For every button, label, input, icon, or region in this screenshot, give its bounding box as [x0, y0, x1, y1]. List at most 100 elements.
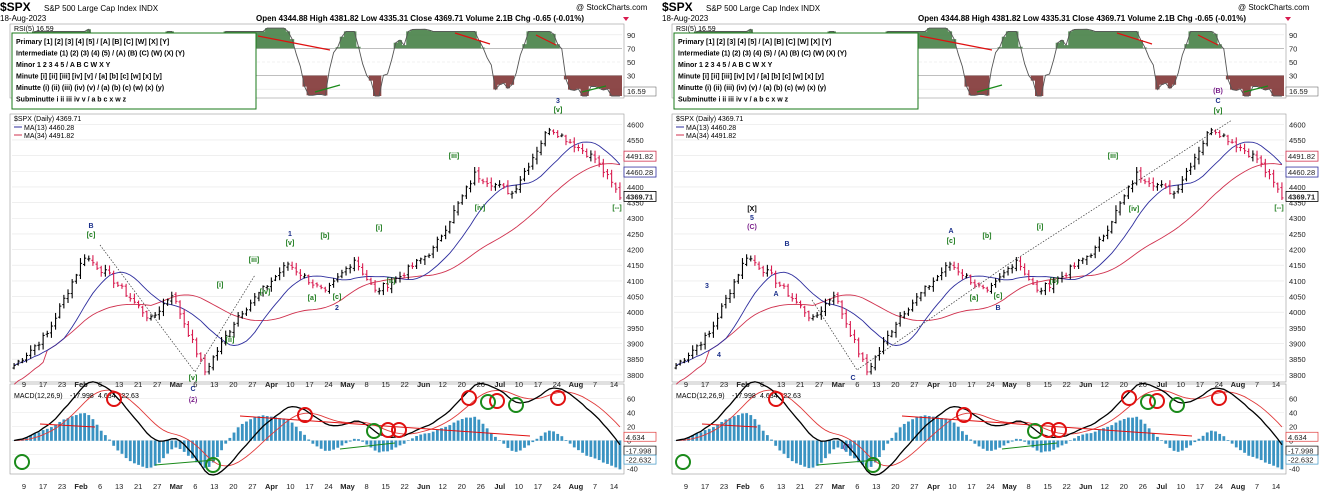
ohlc-bar [1056, 276, 1060, 284]
ohlc-bar [836, 292, 840, 304]
macd-histogram-bar [581, 440, 584, 453]
ohlc-bar [543, 131, 547, 147]
ohlc-bar [294, 262, 298, 276]
price-tick: 4350 [627, 199, 644, 208]
macd-histogram-bar [1263, 440, 1267, 463]
macd-histogram-bar [1102, 428, 1105, 441]
date-tick-bottom: Aug [1231, 482, 1246, 491]
wave-label: 2 [335, 305, 339, 312]
wave-label: [i] [1037, 224, 1044, 231]
macd-histogram-bar [423, 433, 427, 441]
macd-histogram-bar [328, 440, 331, 451]
macd-histogram-bar [577, 440, 580, 451]
macd-trendline [339, 442, 396, 450]
panel-frame [9, 113, 625, 383]
macd-histogram-bar [869, 440, 873, 467]
macd-histogram-bar [1222, 436, 1226, 441]
wave-label: C [190, 386, 195, 393]
ohlc-bar [699, 341, 703, 351]
macd-histogram-bar [1048, 440, 1051, 452]
macd-histogram-bar [390, 440, 394, 450]
macd-histogram-bar [182, 440, 186, 452]
macd-histogram-bar [344, 440, 348, 444]
ohlc-bar [282, 262, 286, 277]
date-tick: 20 [229, 380, 237, 389]
ohlc-bar [1201, 140, 1205, 156]
date-tick: 27 [153, 380, 161, 389]
ohlc-bar [535, 146, 539, 165]
wave-label: [v] [189, 375, 198, 382]
ohlc-bar [1155, 182, 1160, 191]
ohlc-bar [58, 303, 62, 319]
macd-tag-text: -17.998 [1288, 447, 1313, 456]
ohlc-bar [610, 169, 614, 188]
macd-histogram-bar [45, 428, 49, 441]
chart-panel-left: $SPX S&P 500 Large Cap Index INDX 18-Aug-2… [0, 0, 658, 492]
date-tick-bottom: 26 [477, 482, 485, 491]
macd-histogram-bar [1160, 440, 1163, 441]
ma34-line [13, 163, 620, 385]
price-tick: 3950 [1289, 324, 1306, 333]
quote-line: Open 4344.88 High 4381.82 Low 4335.31 Cl… [918, 14, 1246, 23]
macd-histogram-bar [543, 432, 547, 441]
ohlc-bar [1255, 150, 1259, 164]
ohlc-bar [815, 311, 819, 318]
ohlc-bar [782, 283, 786, 289]
macd-histogram-bar [348, 440, 352, 442]
macd-crossover-marker [297, 407, 313, 423]
macd-histogram-bar [1176, 440, 1180, 452]
ohlc-bar [753, 255, 757, 266]
ohlc-bar [927, 285, 931, 290]
macd-histogram-bar [774, 440, 778, 446]
ohlc-bar [948, 261, 952, 271]
macd-histogram-bar [494, 436, 497, 441]
macd-histogram-bar [411, 438, 414, 441]
macd-histogram-bar [703, 430, 707, 441]
ohlc-bar [340, 269, 344, 279]
price-tag-text: 4491.82 [626, 152, 653, 161]
chart-symbol: $SPX [662, 0, 693, 14]
date-tick-bottom: 13 [210, 482, 218, 491]
macd-histogram-bar [402, 440, 406, 444]
panel-frame [671, 113, 1287, 383]
ohlc-bar [70, 279, 74, 299]
wave-channel-line [99, 244, 256, 373]
macd-histogram-bar [965, 434, 968, 441]
macd-histogram-bar [315, 440, 319, 447]
ma13-line [13, 141, 621, 366]
ohlc-bar [1006, 266, 1010, 276]
ohlc-bar [531, 153, 535, 170]
date-tick-bottom: 12 [1101, 482, 1109, 491]
macd-histogram-bar [249, 419, 253, 441]
ohlc-bar [1276, 182, 1280, 193]
ohlc-bar [1035, 280, 1039, 293]
ohlc-bar [715, 312, 720, 330]
date-tick: 13 [210, 380, 218, 389]
macd-histogram-bar [473, 416, 477, 441]
macd-crossover-marker [1149, 393, 1165, 409]
date-tick-bottom: 24 [1215, 482, 1223, 491]
panel-frame [9, 383, 625, 475]
ohlc-bar [319, 284, 323, 290]
date-tick-bottom: 24 [324, 482, 332, 491]
ohlc-bar [311, 279, 315, 289]
price-tick: 4150 [1289, 261, 1306, 270]
macd-histogram-bar [415, 435, 418, 441]
panel-frame [671, 383, 1287, 475]
macd-histogram-bar [502, 440, 506, 444]
ohlc-bar [1189, 162, 1193, 175]
ohlc-bar [1180, 176, 1184, 193]
ohlc-bar [178, 300, 182, 319]
date-tick: 24 [553, 380, 561, 389]
macd-histogram-bar [340, 440, 344, 446]
macd-histogram-bar [1276, 440, 1280, 468]
chart-panel-right: $SPX S&P 500 Large Cap Index INDX 18-Aug-2… [662, 0, 1320, 492]
price-tag [623, 191, 657, 202]
wave-label: [--] [1274, 205, 1283, 212]
chart-name: S&P 500 Large Cap Index INDX [706, 4, 821, 13]
macd-histogram-bar [191, 440, 194, 459]
rsi-label: RSI(5) 16.59 [14, 26, 54, 33]
date-tick: Jul [494, 380, 505, 389]
date-tick-bottom: Aug [569, 482, 584, 491]
ohlc-bar [614, 182, 618, 193]
